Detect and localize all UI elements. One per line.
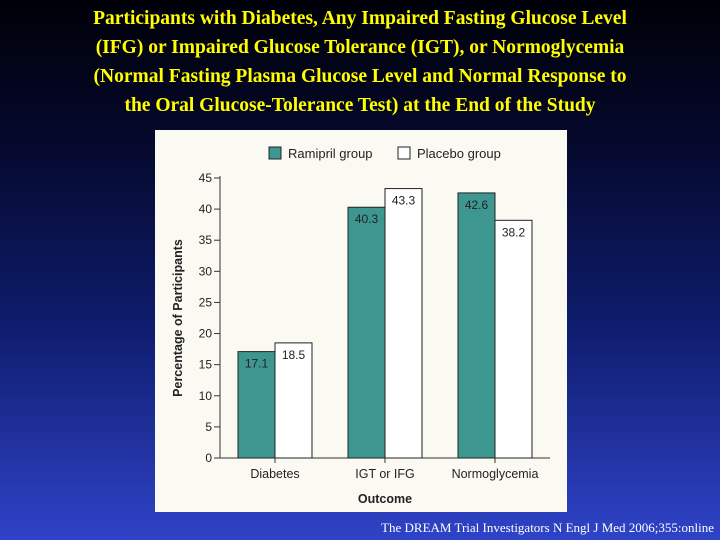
bar-value-label: 17.1 — [245, 357, 269, 371]
y-tick-label: 25 — [199, 295, 213, 309]
bar-ramipril — [347, 206, 386, 459]
y-tick-label: 5 — [205, 420, 212, 434]
y-tick-label: 10 — [199, 389, 213, 403]
y-axis-title: Percentage of Participants — [171, 239, 185, 397]
legend-swatch-ramipril — [268, 146, 282, 160]
bar-value-label: 40.3 — [355, 212, 379, 226]
y-tick-label: 15 — [199, 358, 213, 372]
bar-chart: 0 5 10 15 20 25 30 35 40 45 Percentage of Particip… — [171, 146, 550, 506]
slide-title: Participants with Diabetes, Any Impaired… — [0, 4, 720, 120]
bar-value-label: 18.5 — [282, 348, 306, 362]
bar-ramipril — [237, 351, 276, 459]
bar-value-label: 42.6 — [465, 198, 489, 212]
x-axis-title: Outcome — [358, 492, 412, 506]
bar-placebo — [274, 342, 313, 459]
chart-panel: 0 5 10 15 20 25 30 35 40 45 Percentage of Particip… — [155, 130, 567, 512]
x-tick-label: Diabetes — [250, 467, 299, 481]
slide-title-line-3: (Normal Fasting Plasma Glucose Level and… — [93, 66, 627, 87]
legend-label-ramipril: Ramipril group — [288, 146, 373, 161]
y-tick-label: 35 — [199, 233, 213, 247]
y-tick-label: 20 — [199, 327, 213, 341]
y-tick-label: 0 — [205, 451, 212, 465]
slide-title-line-2: (IFG) or Impaired Glucose Tolerance (IGT… — [95, 37, 625, 58]
bar-value-label: 43.3 — [392, 194, 416, 208]
bar-ramipril — [457, 192, 496, 459]
citation: The DREAM Trial Investigators N Engl J M… — [381, 520, 714, 535]
y-tick-label: 30 — [199, 264, 213, 278]
legend-label-placebo: Placebo group — [417, 146, 501, 161]
x-tick-label: IGT or IFG — [355, 467, 415, 481]
slide-title-line-4: the Oral Glucose-Tolerance Test) at the … — [124, 95, 596, 116]
bar-placebo — [494, 219, 533, 459]
x-tick-label: Normoglycemia — [452, 467, 539, 481]
bar-value-label: 38.2 — [502, 225, 526, 239]
y-tick-label: 40 — [199, 202, 213, 216]
legend-swatch-placebo — [397, 146, 411, 160]
slide-title-line-1: Participants with Diabetes, Any Impaired… — [93, 8, 627, 29]
bar-placebo — [384, 188, 423, 459]
y-tick-label: 45 — [199, 171, 213, 185]
